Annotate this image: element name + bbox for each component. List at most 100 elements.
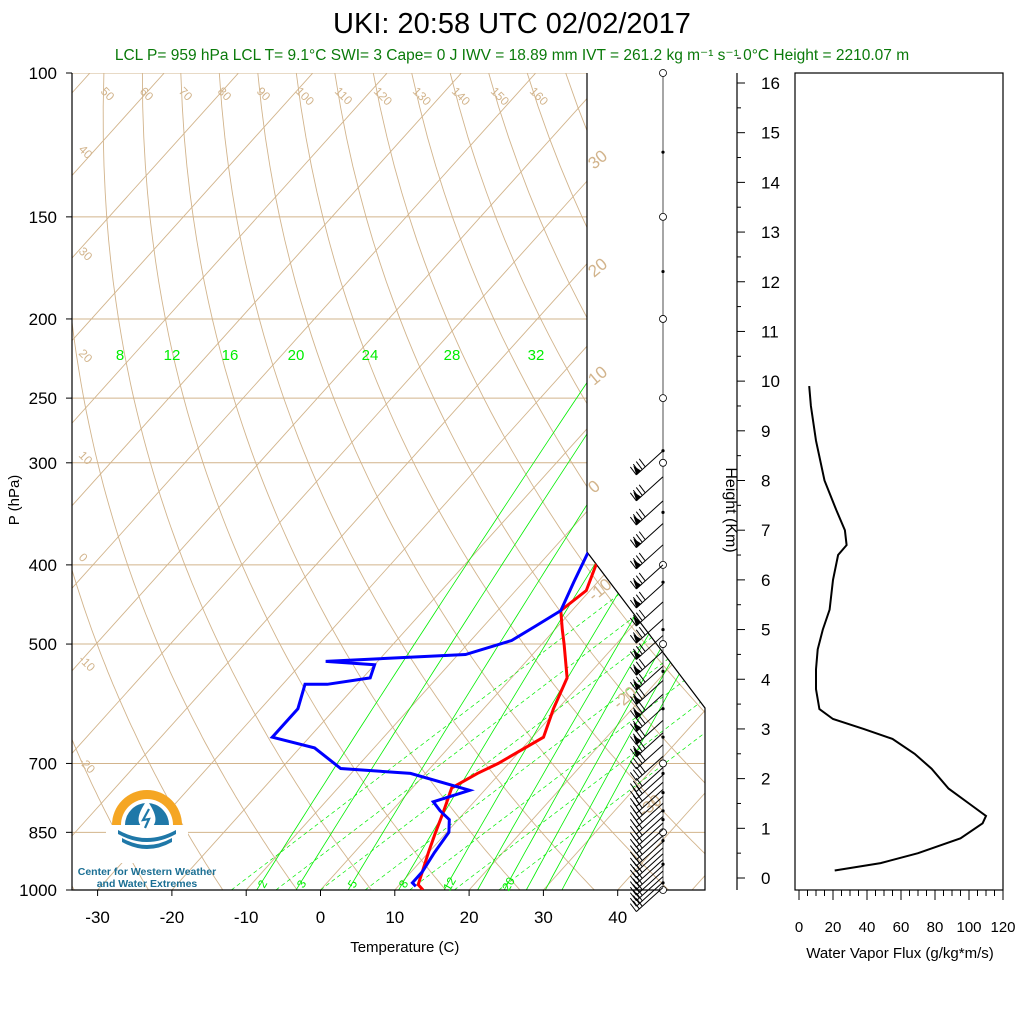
wind-barb — [636, 865, 664, 890]
wind-barb-feather — [635, 858, 643, 867]
dry-adiabat-line — [665, 73, 705, 890]
wind-barb-pennant — [633, 650, 642, 660]
wind-barb — [636, 795, 664, 821]
wind-dot — [661, 862, 665, 866]
isotherm-label: 160 — [527, 84, 551, 108]
flux-tick-label: 80 — [927, 919, 944, 936]
wind-barb-feather — [635, 852, 643, 861]
wind-barb-feather — [635, 487, 643, 496]
moist-guide-line — [231, 564, 658, 890]
wind-barb — [636, 816, 664, 842]
x-tick-label: 0 — [316, 908, 325, 927]
wind-barb-feather — [629, 560, 637, 570]
isotherm-left-label: 30 — [76, 244, 96, 264]
dry-adiabat-line — [72, 73, 160, 890]
isotherm-label: 100 — [293, 84, 317, 108]
isotherm-label: 150 — [488, 84, 512, 108]
wind-barb-feather — [638, 673, 646, 683]
height-tick-label: 1 — [761, 819, 770, 838]
wind-barb-feather — [629, 651, 637, 660]
mixing-ratio-line — [525, 318, 705, 890]
isotherm-line — [751, 36, 1024, 908]
wind-barb — [636, 859, 664, 885]
wind-barb-feather — [638, 531, 646, 540]
isotherm-label: 50 — [98, 84, 118, 104]
wind-barb-feather — [629, 892, 637, 902]
wind-barb-feather — [635, 676, 643, 686]
wind-barb-pennant — [633, 709, 642, 719]
temperature-profile-line — [416, 424, 677, 890]
wind-barb-feather — [635, 743, 643, 752]
wind-barb-feather — [629, 539, 637, 548]
dry-adiabat-line — [815, 36, 1024, 908]
wind-barb-feather — [629, 875, 637, 885]
wind-barb-pennant — [633, 465, 642, 475]
y-tick-label: 1000 — [19, 881, 57, 900]
wind-barb-feather — [635, 575, 643, 584]
y-tick-label: 250 — [29, 389, 57, 408]
y-tick-label: 500 — [29, 635, 57, 654]
dry-adiabat-line — [366, 73, 705, 890]
flux-axis-label: Water Vapor Flux (g/kg*m/s) — [806, 945, 994, 962]
wind-barb-feather — [629, 736, 637, 745]
x-tick-label: -10 — [234, 908, 259, 927]
isotherm-line — [72, 73, 644, 890]
height-axis-label: Height (Km) — [722, 467, 739, 552]
chart-subtitle: LCL P= 959 hPa LCL T= 9.1°C SWI= 3 Cape=… — [114, 47, 910, 64]
x-tick-label: -30 — [85, 908, 110, 927]
wind-barb — [636, 829, 664, 854]
dry-adiabat-line — [217, 73, 612, 890]
wind-dot — [661, 771, 665, 776]
y-tick-label: 300 — [29, 454, 57, 473]
wind-barb-feather — [635, 820, 643, 829]
isotherm-line — [81, 73, 705, 890]
mixing-ratio-bottom-label: 20 — [499, 874, 518, 893]
wind-barb — [636, 876, 664, 902]
isotherm-label: 80 — [215, 84, 235, 104]
wind-barb-feather — [632, 872, 640, 882]
mixing-ratio-line — [398, 318, 705, 890]
wind-dot — [661, 510, 665, 514]
wind-barb-pennant — [633, 559, 642, 569]
wind-barb — [636, 788, 664, 814]
wind-barb-feather — [635, 645, 643, 655]
wind-barb-feather — [638, 609, 646, 619]
isotherm-left-label: 0 — [76, 550, 91, 565]
flux-frame — [794, 72, 1004, 891]
flux-tick-label: 60 — [893, 919, 910, 936]
height-tick-label: 0 — [761, 869, 770, 888]
isotherm-label: 70 — [176, 84, 196, 104]
x-tick-label: 20 — [460, 908, 479, 927]
mixing-ratio-line — [256, 318, 631, 890]
wind-barb — [636, 847, 664, 873]
wind-barbs — [629, 69, 667, 912]
dry-adiabat-label: 20 — [584, 254, 611, 281]
mixing-ratio-line — [544, 318, 705, 890]
wind-dot — [661, 269, 665, 274]
height-tick-label: 11 — [761, 322, 779, 341]
y-tick-label: 400 — [29, 556, 57, 575]
wind-barb-feather — [635, 892, 643, 902]
flux-tick-label: 40 — [859, 919, 876, 936]
mixing-ratio-bottom-label: 12 — [440, 874, 459, 893]
wind-barb-pennant — [633, 695, 642, 705]
logo-line-2: and Water Extremes — [96, 878, 198, 890]
wind-barb-feather — [629, 903, 637, 912]
height-tick-label: 13 — [761, 223, 780, 242]
dry-adiabat-line — [441, 73, 705, 890]
wind-barb-feather — [635, 897, 643, 907]
wind-barb — [636, 881, 664, 907]
wind-barb-pennant — [633, 722, 642, 732]
isotherm-label: 60 — [137, 84, 157, 104]
wind-barb — [636, 822, 664, 848]
wind-barb-feather — [638, 626, 646, 636]
wind-dot — [661, 838, 665, 843]
isotherm-line — [72, 73, 422, 890]
isotherm-line — [527, 73, 705, 890]
height-tick-label: 16 — [761, 74, 780, 93]
skew-grid — [72, 36, 1024, 908]
wind-barb-feather — [638, 752, 646, 762]
wind-barb-feather — [629, 681, 637, 691]
flux-profile-line — [808, 386, 988, 872]
